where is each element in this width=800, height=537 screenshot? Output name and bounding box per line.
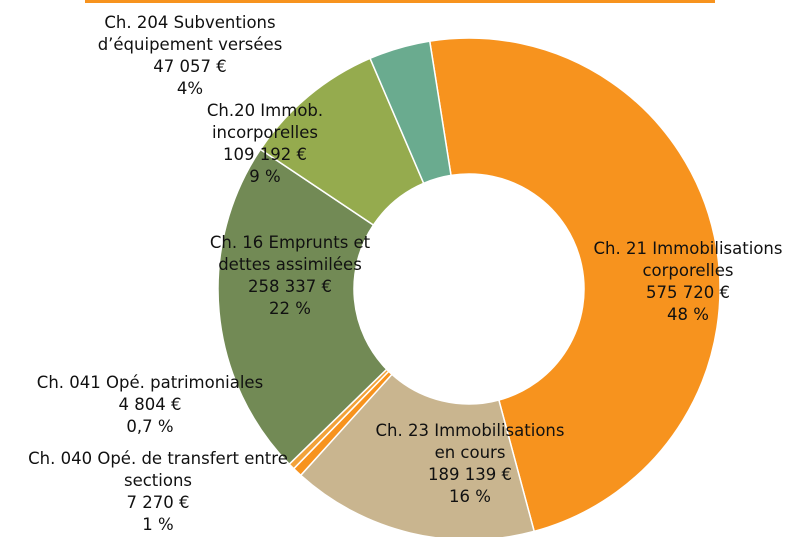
- donut-slice: [369, 40, 452, 185]
- slice-label: Ch. 204 Subventions d’équipement versées…: [65, 12, 315, 100]
- value-label: 47 057 €: [153, 57, 227, 76]
- donut-slice: [217, 148, 388, 466]
- slice-label: Ch. 16 Emprunts et dettes assimilées 258 …: [205, 232, 375, 320]
- category-label: Ch. 16 Emprunts et dettes assimilées: [209, 233, 371, 274]
- percent-label: 1 %: [142, 515, 174, 534]
- slice-label: Ch. 041 Opé. patrimoniales 4 804 € 0,7 %: [5, 372, 295, 438]
- slice-label: Ch. 21 Immobilisations corporelles 575 72…: [563, 238, 800, 326]
- value-label: 189 139 €: [428, 465, 512, 484]
- header-rule: [85, 0, 715, 3]
- value-label: 575 720 €: [646, 283, 730, 302]
- percent-label: 16 %: [449, 487, 491, 506]
- slice-label: Ch. 23 Immobilisations en cours 189 139 €…: [375, 420, 565, 508]
- category-label: Ch. 23 Immobilisations en cours: [375, 421, 565, 462]
- value-label: 109 192 €: [223, 145, 307, 164]
- category-label: Ch. 204 Subventions d’équipement versées: [97, 13, 283, 54]
- slice-label: Ch. 040 Opé. de transfert entre sections…: [0, 448, 323, 536]
- percent-label: 22 %: [269, 299, 311, 318]
- donut-slice: [428, 37, 721, 533]
- category-label: Ch. 041 Opé. patrimoniales: [36, 373, 264, 392]
- donut-slice: [299, 373, 536, 537]
- category-label: Ch.20 Immob. incorporelles: [206, 101, 324, 142]
- value-label: 7 270 €: [126, 493, 190, 512]
- percent-label: 48 %: [667, 305, 709, 324]
- percent-label: 4%: [176, 79, 204, 98]
- value-label: 4 804 €: [118, 395, 182, 414]
- value-label: 258 337 €: [248, 277, 332, 296]
- category-label: Ch. 21 Immobilisations corporelles: [593, 239, 783, 280]
- percent-label: 0,7 %: [126, 417, 174, 436]
- category-label: Ch. 040 Opé. de transfert entre sections: [28, 449, 288, 490]
- slice-label: Ch.20 Immob. incorporelles 109 192 € 9 %: [200, 100, 330, 188]
- percent-label: 9 %: [249, 167, 281, 186]
